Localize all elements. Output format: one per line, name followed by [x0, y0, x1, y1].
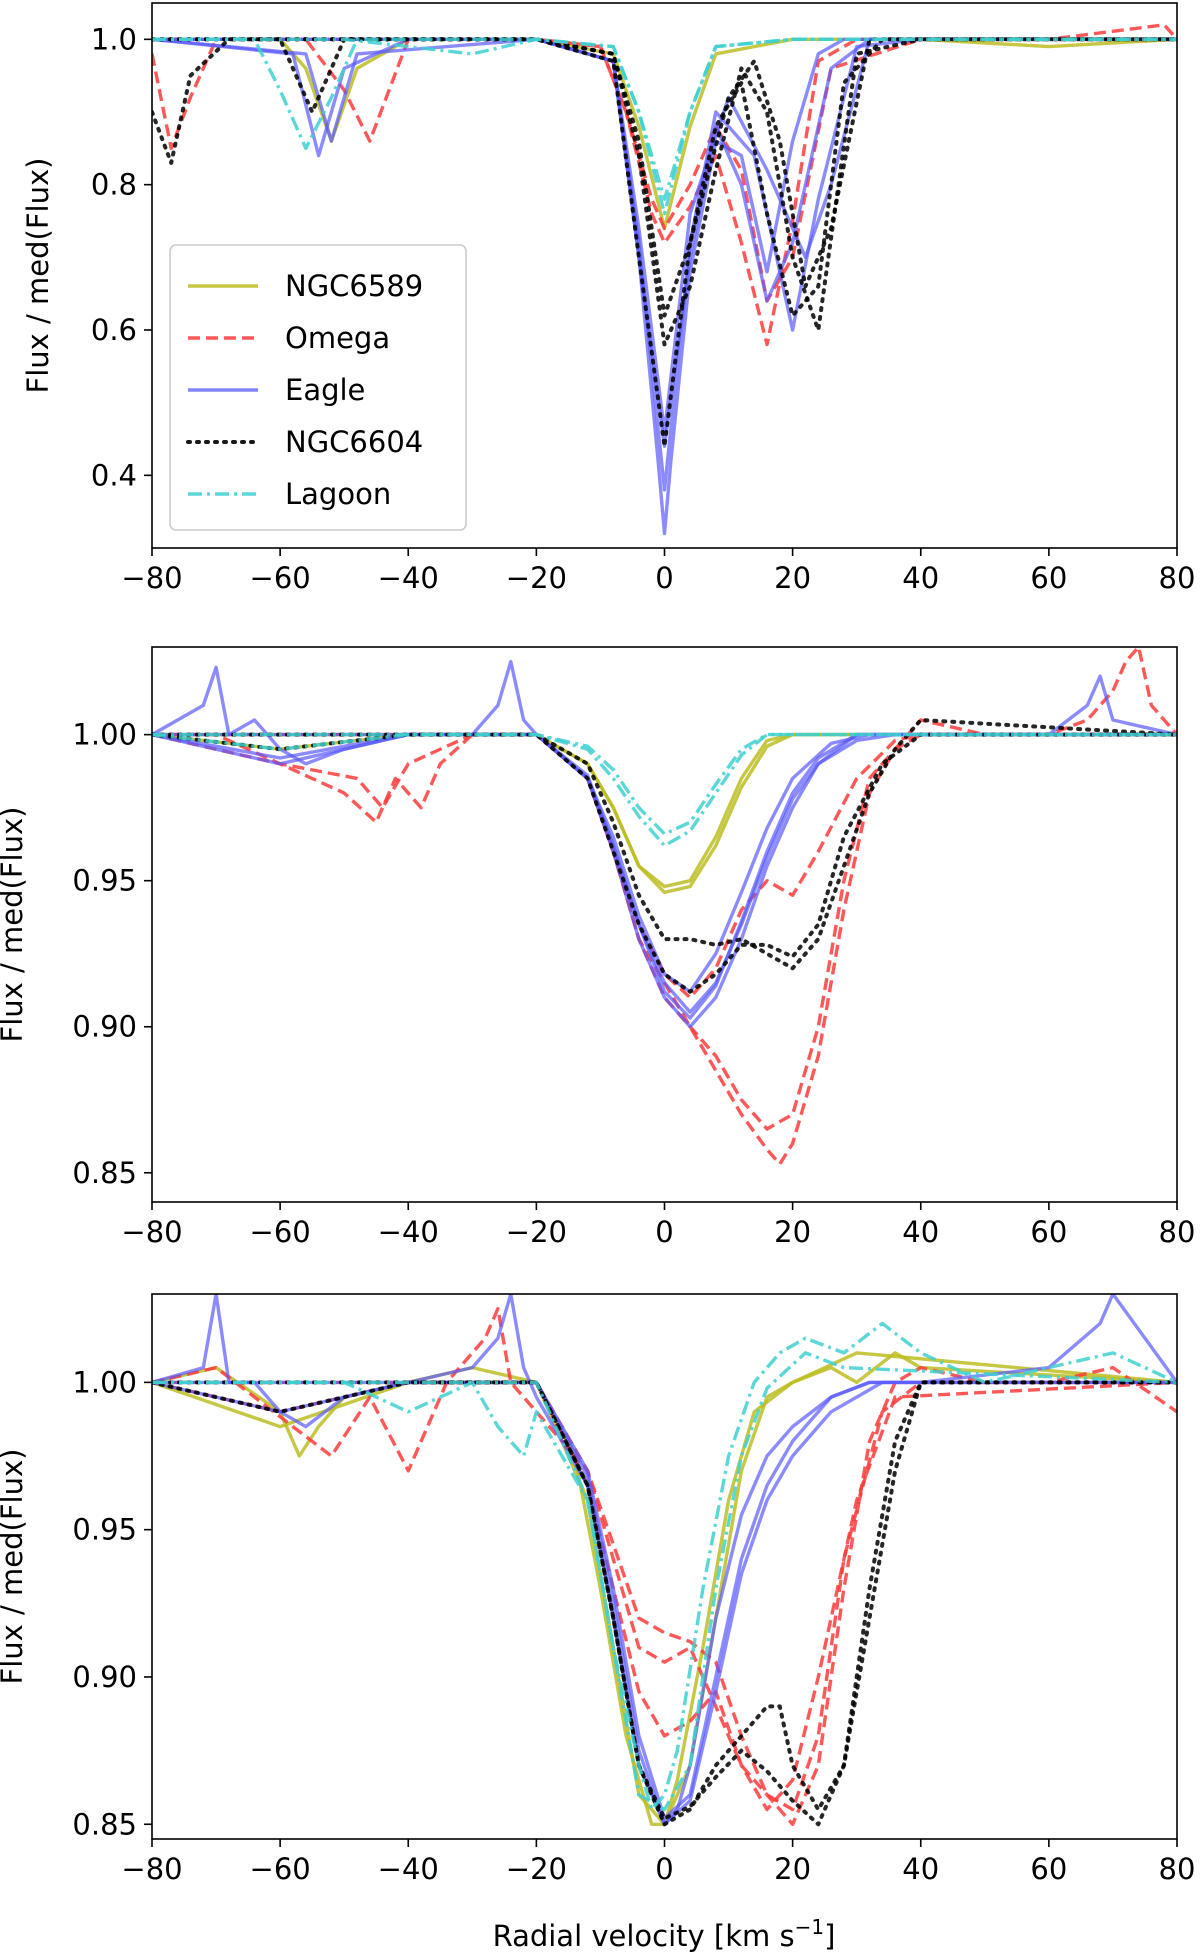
- panel-3-xtick-label: 40: [902, 1852, 939, 1886]
- panel-1-ytick-label: 0.6: [91, 313, 137, 347]
- x-axis-label-sup: −1: [795, 1915, 824, 1939]
- legend-box: [169, 244, 467, 531]
- panel-1-xtick-label: −60: [250, 561, 311, 595]
- panel-3-xtick-label: −60: [250, 1852, 311, 1886]
- panel-1-xtick-label: 0: [655, 561, 673, 595]
- panel-2-ytick-label: 0.85: [72, 1156, 137, 1190]
- panel-3-xtick-label: 20: [774, 1852, 811, 1886]
- panel-3-lines: [152, 1294, 1177, 1827]
- panel-2-xtick-label: 0: [655, 1215, 673, 1249]
- panel-2-xtick-label: 80: [1159, 1215, 1196, 1249]
- panel-3-ylabel: Flux / med(Flux): [0, 1449, 29, 1685]
- panel-2-xtick-label: 20: [774, 1215, 811, 1249]
- panel-2-ytick-label: 0.95: [72, 864, 137, 898]
- panel-1-xtick-label: 80: [1159, 561, 1196, 595]
- panel-2-series-omega-2: [152, 647, 1177, 1131]
- panel-2-series-eagle-7: [152, 732, 1177, 994]
- panel-2-series-lagoon-12: [152, 732, 1177, 836]
- panel-3-xtick-label: −40: [378, 1852, 439, 1886]
- panel-2-ylabel: Flux / med(Flux): [0, 807, 29, 1043]
- panel-3-series-lagoon-11: [152, 1351, 1177, 1812]
- legend-label-omega: Omega: [285, 321, 390, 355]
- legend-entry-ngc6604: NGC6604: [186, 425, 423, 459]
- panel-1-xtick-label: −20: [506, 561, 567, 595]
- panel-3-ytick-label: 0.85: [72, 1807, 137, 1841]
- panel-3-frame: [151, 1293, 1178, 1840]
- panel-1-frame: [151, 2, 1178, 549]
- panel-3-series-ngc6589-0: [152, 1351, 1177, 1827]
- x-axis-label: Radial velocity [km s−1]: [493, 1915, 836, 1953]
- panel-2-xtick-label: −80: [121, 1215, 182, 1249]
- panel-1-xtick-label: 20: [774, 561, 811, 595]
- panel-2-xtick-label: 60: [1030, 1215, 1067, 1249]
- panel-1-ylabel: Flux / med(Flux): [21, 158, 55, 394]
- panel-3-xtick-label: 60: [1030, 1852, 1067, 1886]
- legend-label-ngc6589: NGC6589: [285, 269, 423, 303]
- panel-2-ytick-label: 0.90: [72, 1010, 137, 1044]
- panel-1-lines: [152, 23, 1177, 536]
- x-axis-label-main: Radial velocity [km s: [493, 1919, 795, 1953]
- panel-1-ytick-label: 0.8: [91, 168, 137, 202]
- legend-label-eagle: Eagle: [285, 373, 365, 407]
- panel-1-series-ngc6604-9: [152, 37, 1177, 318]
- panel-2-xtick-label: 40: [902, 1215, 939, 1249]
- panel-3-series-ngc6589-1: [152, 1351, 1177, 1827]
- panel-1: −80 −60 −40 −20 0 20 40 60 80 0.4 0.6 0.8 1.0 Flux /…: [21, 2, 1196, 595]
- legend-label-lagoon: Lagoon: [285, 477, 391, 511]
- panel-2-ticks: −80 −60 −40 −20 0 20 40 60 80 0.85 0.90 0.95 1.00: [72, 718, 1195, 1249]
- legend: NGC6589 Omega Eagle NGC6604 Lagoon: [169, 244, 467, 531]
- panel-2-ytick-label: 1.00: [72, 718, 137, 752]
- panel-1-ytick-label: 1.0: [91, 22, 137, 56]
- legend-entry-ngc6589: NGC6589: [188, 269, 423, 303]
- panel-1-series-lagoon-11: [152, 37, 1177, 201]
- panel-2-xtick-label: −40: [378, 1215, 439, 1249]
- panel-1-xtick-label: −80: [121, 561, 182, 595]
- panel-1-ticks: −80 −60 −40 −20 0 20 40 60 80 0.4 0.6 0.8 1.0: [91, 22, 1196, 595]
- panel-1-xtick-label: −40: [378, 561, 439, 595]
- panel-3-series-omega-2: [152, 1306, 1177, 1827]
- panel-2-series-lagoon-11: [152, 732, 1177, 848]
- panel-2-frame: [151, 646, 1178, 1203]
- panel-1-series-ngc6604-7: [152, 37, 1177, 449]
- panel-3-ytick-label: 1.00: [72, 1365, 137, 1399]
- legend-entry-eagle: Eagle: [188, 373, 365, 407]
- panel-3-xtick-label: 0: [655, 1852, 673, 1886]
- legend-entry-lagoon: Lagoon: [188, 477, 391, 511]
- legend-entry-omega: Omega: [188, 321, 390, 355]
- panel-3-ytick-label: 0.95: [72, 1513, 137, 1547]
- panel-2-series-ngc6604-10: [152, 732, 1177, 994]
- panel-1-series-lagoon-10: [152, 37, 1177, 216]
- panel-2-xtick-label: −20: [506, 1215, 567, 1249]
- panel-2: −80 −60 −40 −20 0 20 40 60 80 0.85 0.90 0.95 1.00 Fl…: [0, 646, 1195, 1249]
- panel-2-xtick-label: −60: [250, 1215, 311, 1249]
- x-axis-label-end: ]: [824, 1919, 835, 1953]
- panel-3-ytick-label: 0.90: [72, 1660, 137, 1694]
- panel-1-xtick-label: 40: [902, 561, 939, 595]
- panel-2-lines: [152, 647, 1177, 1166]
- panel-3-xtick-label: −80: [121, 1852, 182, 1886]
- panel-1-ytick-label: 0.4: [91, 458, 137, 492]
- panel-2-series-omega-3: [152, 732, 1177, 1166]
- legend-label-ngc6604: NGC6604: [285, 425, 423, 459]
- panel-3-series-ngc6604-8: [152, 1380, 1177, 1827]
- panel-1-xtick-label: 60: [1030, 561, 1067, 595]
- panel-3-ticks: −80 −60 −40 −20 0 20 40 60 80 0.85 0.90 0.95 1.00: [72, 1365, 1195, 1886]
- panel-3-series-ngc6604-9: [152, 1380, 1177, 1827]
- panel-3-series-lagoon-10: [152, 1321, 1177, 1812]
- panel-3: −80 −60 −40 −20 0 20 40 60 80 0.85 0.90 0.95 1.00 Fl…: [0, 1293, 1195, 1886]
- panel-3-xtick-label: −20: [506, 1852, 567, 1886]
- panel-3-xtick-label: 80: [1159, 1852, 1196, 1886]
